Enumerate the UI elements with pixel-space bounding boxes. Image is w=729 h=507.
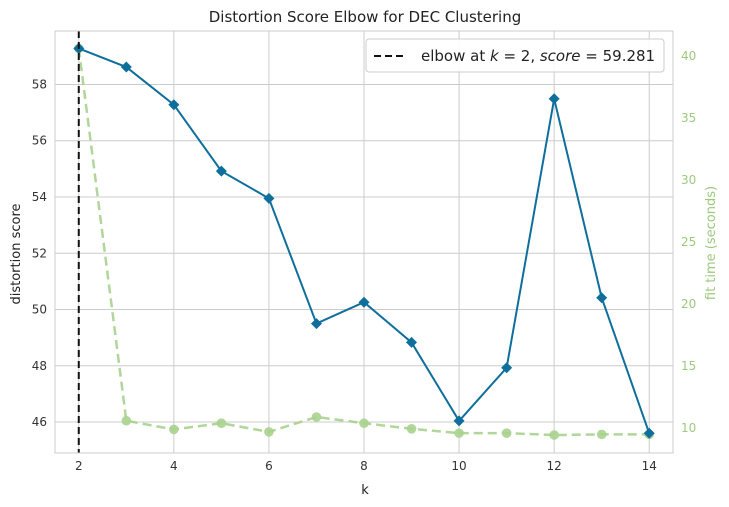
x-tick-label: 4 [170,459,178,473]
y-tick-label: 52 [32,246,47,260]
x-axis-title: k [361,483,369,498]
distortion-point [643,427,655,439]
distortion-point [453,415,465,427]
y-tick-label: 58 [32,77,47,91]
y2-tick-label: 15 [681,359,696,373]
chart-title: Distortion Score Elbow for DEC Clusterin… [209,8,522,26]
fit-time-point [359,418,369,429]
fit-time-point [501,428,512,438]
distortion-point [358,296,370,308]
y2-axis-title: fit time (seconds) [704,186,719,300]
x-tick-label: 10 [451,459,466,473]
distortion-point [215,165,227,177]
y-tick-label: 50 [32,303,47,317]
fit-time-point [596,429,607,440]
fit-time-point [169,424,179,435]
legend-box [365,38,665,73]
plot-frame [54,30,674,454]
distortion-point [596,292,608,304]
fit-time-point [406,423,417,434]
fit-time-point [264,427,274,437]
y-axis-title: distortion score [9,204,24,305]
distortion-point [120,61,132,73]
y2-tick-label: 20 [681,297,696,311]
y-tick-label: 46 [32,415,47,429]
fit-time-point [549,430,559,440]
distortion-point [168,99,180,111]
y2-tick-label: 30 [681,173,696,187]
legend: elbow at k = 2, score = 59.281 [365,38,665,73]
fit-time-point [454,428,464,438]
fit-time-point [216,418,227,429]
fit-time-point [121,415,132,426]
distortion-point [501,362,513,374]
y2-tick-label: 10 [681,421,696,435]
x-tick-label: 14 [642,459,657,473]
y2-tick-label: 35 [681,111,696,125]
y-tick-label: 54 [32,190,47,204]
distortion-point [548,93,560,105]
y-tick-label: 56 [32,134,47,148]
distortion-point [406,336,418,348]
x-tick-label: 2 [75,459,83,473]
y-tick-label: 48 [32,359,47,373]
y2-tick-label: 40 [681,49,696,63]
x-tick-label: 12 [547,459,562,473]
fit-time-point [311,412,322,422]
y2-tick-label: 25 [681,235,696,249]
distortion-point [310,318,322,330]
distortion-point [263,192,275,204]
x-tick-label: 8 [360,459,368,473]
x-tick-label: 6 [265,459,273,473]
legend-label: elbow at k = 2, score = 59.281 [421,47,655,65]
